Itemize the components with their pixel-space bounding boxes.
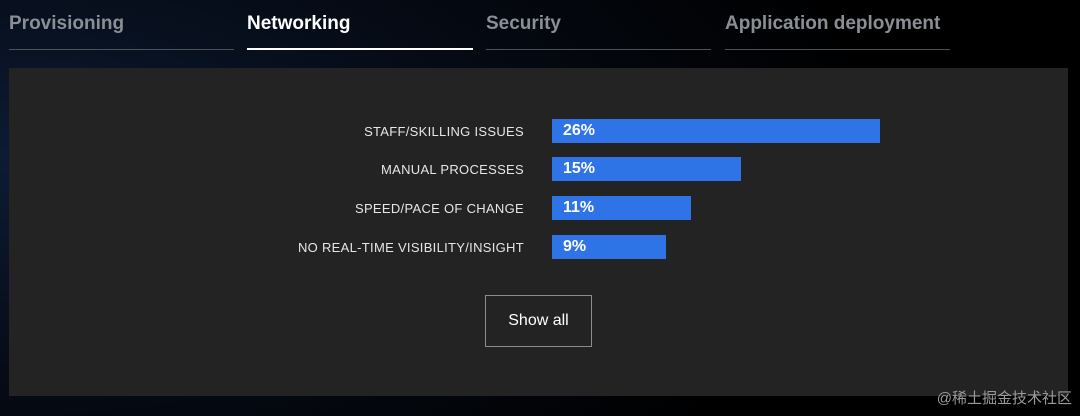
bar-value: 26% (563, 122, 596, 139)
tab-provisioning[interactable]: Provisioning (9, 0, 234, 50)
tab-networking-label: Networking (247, 13, 351, 34)
tab-provisioning-label: Provisioning (9, 13, 125, 34)
bar-label: STAFF/SKILLING ISSUES (364, 124, 524, 139)
bar: 11% (552, 196, 691, 220)
bar-row: STAFF/SKILLING ISSUES 26% (9, 119, 1068, 143)
tab-networking[interactable]: Networking (247, 0, 473, 50)
bar-label: SPEED/PACE OF CHANGE (354, 201, 524, 216)
challenges-panel: STAFF/SKILLING ISSUES 26% MANUAL PROCESS… (9, 68, 1068, 396)
tab-application-deployment-label: Application deployment (725, 13, 941, 34)
bar-value: 15% (563, 160, 596, 177)
bar-row: SPEED/PACE OF CHANGE 11% (9, 196, 1068, 220)
bar: 9% (552, 235, 666, 259)
bar-row: NO REAL-TIME VISIBILITY/INSIGHT 9% (9, 235, 1068, 259)
show-all-button[interactable]: Show all (485, 295, 592, 347)
tab-application-deployment[interactable]: Application deployment (725, 0, 950, 50)
bar-label: MANUAL PROCESSES (380, 162, 524, 177)
tab-security[interactable]: Security (486, 0, 711, 50)
bar-row: MANUAL PROCESSES 15% (9, 157, 1068, 181)
bar-value: 11% (563, 199, 595, 216)
bar-value: 9% (563, 238, 587, 255)
bar-label: NO REAL-TIME VISIBILITY/INSIGHT (297, 240, 524, 255)
tab-bar: Provisioning Networking Security Applica… (0, 0, 1080, 52)
tab-security-label: Security (486, 13, 561, 34)
bar: 26% (552, 119, 880, 143)
bar: 15% (552, 157, 742, 181)
watermark: @稀土掘金技术社区 (936, 390, 1072, 407)
